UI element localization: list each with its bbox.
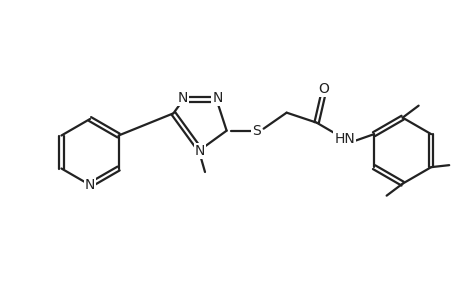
Text: N: N [177, 91, 187, 105]
Text: S: S [252, 124, 260, 138]
Text: HN: HN [334, 132, 354, 146]
Text: N: N [84, 178, 95, 192]
Text: N: N [212, 91, 222, 105]
Text: O: O [318, 82, 328, 96]
Text: N: N [195, 144, 205, 158]
